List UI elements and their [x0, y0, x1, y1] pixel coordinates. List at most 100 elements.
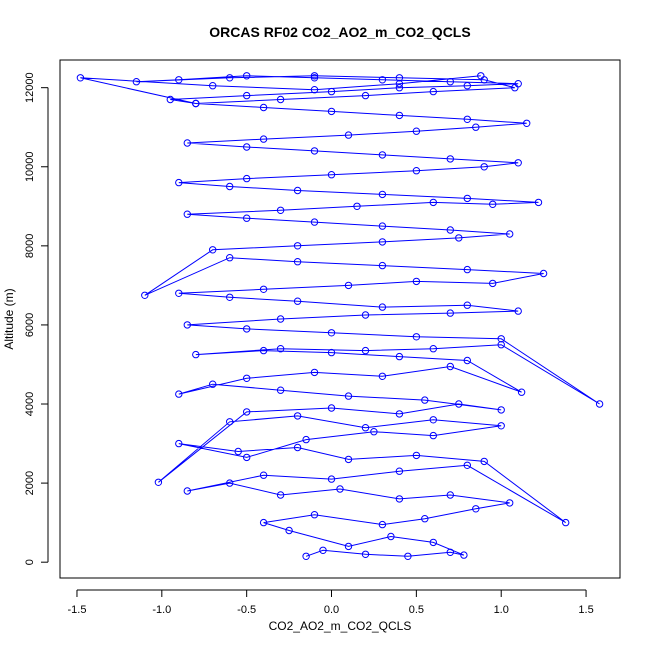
- data-point: [489, 279, 497, 288]
- data-point: [446, 548, 454, 556]
- data-point: [310, 72, 319, 80]
- data-point: [183, 321, 192, 329]
- data-point: [293, 297, 302, 305]
- data-point: [234, 447, 242, 456]
- data-point: [183, 487, 192, 495]
- data-point: [276, 345, 285, 353]
- data-point: [361, 550, 370, 558]
- data-point: [310, 74, 319, 82]
- data-point: [378, 190, 387, 199]
- data-point: [310, 511, 319, 519]
- data-point: [310, 147, 319, 155]
- data-point: [327, 475, 336, 483]
- data-point: [276, 386, 285, 394]
- data-point: [310, 218, 319, 226]
- data-point: [175, 390, 183, 398]
- data-point: [259, 285, 268, 293]
- data-point: [226, 479, 234, 487]
- data-point: [243, 174, 251, 183]
- x-axis-label: CO2_AO2_m_CO2_QCLS: [269, 619, 412, 633]
- data-point: [192, 350, 200, 359]
- data-point: [472, 123, 480, 131]
- data-point: [192, 99, 200, 108]
- data-point: [378, 372, 387, 380]
- data-point: [327, 404, 336, 412]
- data-point: [429, 538, 437, 547]
- data-point: [421, 515, 429, 523]
- data-point: [327, 171, 336, 179]
- data-point: [175, 178, 183, 187]
- series: [76, 72, 604, 560]
- data-point: [259, 346, 268, 355]
- data-point: [378, 303, 387, 311]
- data-point: [429, 345, 437, 353]
- data-point: [293, 186, 302, 195]
- data-point: [446, 309, 454, 317]
- data-point: [141, 291, 149, 299]
- data-point: [514, 159, 522, 167]
- data-point: [404, 552, 412, 560]
- data-point: [259, 135, 268, 143]
- data-point: [446, 155, 454, 163]
- data-point: [175, 439, 183, 448]
- data-point: [446, 78, 454, 86]
- data-point: [511, 84, 519, 92]
- data-point: [378, 238, 387, 246]
- data-point: [378, 520, 387, 529]
- x-axis: -1.5 -1.0 -0.5 0.0 0.5 1.0 1.5: [67, 589, 594, 616]
- data-point: [497, 406, 505, 414]
- y-axis: 0 2000 4000 6000 8000 10000 12000: [24, 72, 49, 565]
- data-point: [497, 422, 505, 430]
- x-tick-label: -1.5: [67, 604, 86, 616]
- data-point: [480, 457, 488, 466]
- data-point: [477, 72, 485, 80]
- data-point: [132, 78, 141, 86]
- data-point: [243, 408, 251, 416]
- y-tick-label: 4000: [24, 392, 36, 416]
- data-point: [378, 261, 387, 270]
- data-point: [327, 348, 336, 357]
- data-point: [412, 333, 421, 341]
- data-point: [302, 435, 310, 444]
- data-point: [497, 335, 505, 343]
- data-point: [395, 74, 404, 82]
- data-point: [421, 396, 429, 404]
- data-point: [319, 546, 327, 554]
- x-tick-label: 1.5: [578, 604, 593, 616]
- data-point: [395, 410, 404, 418]
- y-tick-label: 0: [24, 559, 36, 565]
- x-tick-label: -1.0: [152, 604, 171, 616]
- data-point: [209, 246, 217, 254]
- x-tick-label: 1.0: [494, 604, 509, 616]
- data-point: [506, 499, 514, 507]
- data-point: [463, 115, 471, 124]
- data-point: [378, 151, 387, 159]
- data-point: [463, 461, 471, 469]
- data-point: [539, 269, 548, 278]
- data-point: [353, 202, 361, 211]
- data-point: [472, 505, 480, 513]
- data-point: [243, 91, 251, 100]
- data-point: [446, 491, 454, 499]
- x-tick-label: 0.5: [409, 604, 424, 616]
- data-point: [446, 362, 454, 371]
- data-point: [463, 82, 471, 90]
- data-point: [259, 471, 268, 479]
- data-point: [243, 374, 251, 382]
- y-tick-label: 8000: [24, 234, 36, 258]
- data-point: [293, 242, 302, 250]
- data-point: [76, 74, 85, 82]
- data-point: [293, 258, 302, 266]
- data-point: [344, 281, 353, 290]
- y-tick-label: 12000: [24, 72, 36, 103]
- data-point: [412, 277, 421, 286]
- data-point: [455, 234, 463, 242]
- data-point: [344, 392, 353, 400]
- data-point: [243, 214, 251, 222]
- series-line: [80, 75, 600, 557]
- data-point: [378, 76, 387, 84]
- data-point: [534, 198, 543, 207]
- data-point: [243, 453, 251, 462]
- data-point: [276, 206, 285, 215]
- data-point: [327, 107, 336, 116]
